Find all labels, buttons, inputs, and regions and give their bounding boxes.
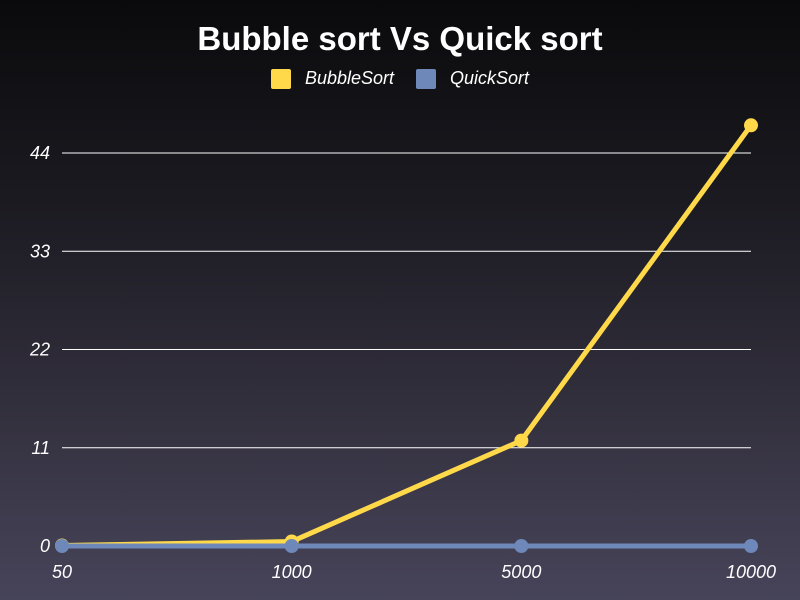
chart-title: Bubble sort Vs Quick sort (197, 20, 603, 57)
data-point-bubblesort[interactable] (514, 433, 529, 448)
x-tick-label: 50 (52, 562, 72, 582)
x-tick-label: 1000 (272, 562, 312, 582)
data-point-quicksort[interactable] (284, 539, 299, 553)
data-point-quicksort[interactable] (744, 539, 758, 553)
series-line-bubblesort (59, 122, 754, 549)
y-tick-label: 33 (30, 241, 50, 261)
y-tick-label: 0 (40, 536, 50, 556)
legend-label-bubblesort: BubbleSort (304, 68, 395, 88)
series-bubblesort (55, 118, 758, 553)
legend-swatch-bubblesort (270, 68, 291, 89)
x-tick-label: 5000 (501, 562, 541, 582)
series-quicksort (55, 539, 758, 553)
data-point-bubblesort[interactable] (744, 118, 758, 133)
x-tick-labels: 50 1000 5000 10000 (52, 562, 776, 582)
y-tick-label: 22 (29, 340, 50, 360)
legend-item-bubblesort: BubbleSort (270, 68, 395, 89)
y-tick-label: 44 (30, 143, 50, 163)
legend-item-quicksort: QuickSort (416, 68, 529, 89)
legend: BubbleSort QuickSort (0, 68, 800, 89)
series-layer (55, 118, 758, 553)
legend-swatch-quicksort (416, 68, 437, 89)
data-point-quicksort[interactable] (514, 539, 529, 553)
x-tick-label: 10000 (726, 562, 776, 582)
y-tick-label: 11 (31, 438, 50, 458)
legend-label-quicksort: QuickSort (450, 68, 530, 88)
grid-layer (62, 152, 751, 449)
y-tick-labels: 0 11 22 33 44 (29, 143, 50, 556)
data-point-quicksort[interactable] (55, 539, 69, 553)
